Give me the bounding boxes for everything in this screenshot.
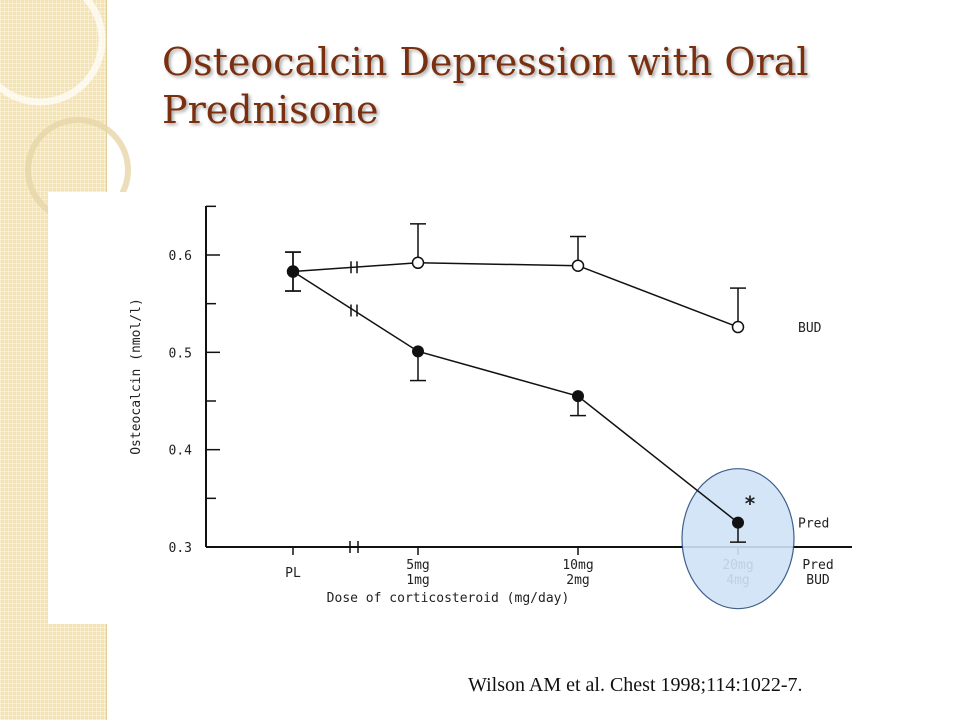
x-tick-label-1-top: 5mg — [406, 558, 429, 573]
series-label-pred: Pred — [798, 517, 829, 532]
slide-title-line2: Prednisone — [162, 88, 379, 132]
point-bud-3 — [731, 320, 745, 334]
slide-title-line1: Osteocalcin Depression with Oral — [162, 40, 809, 84]
chart-panel: 0.3 0.4 0.5 0.6 Osteocalcin (nmol/l) PL 5mg 1mg… — [48, 192, 864, 624]
point-bud-2 — [571, 259, 585, 272]
series-label-bud: BUD — [798, 321, 822, 336]
point-pred-3 — [732, 516, 744, 529]
slide-title: Osteocalcin Depression with Oral Prednis… — [162, 38, 862, 134]
x-tick-label-0: PL — [285, 566, 301, 581]
series-line-pred — [292, 270, 739, 524]
x-legend-label-bud: BUD — [806, 573, 830, 588]
point-pred-0 — [287, 265, 299, 278]
significance-asterisk: * — [744, 492, 756, 516]
y-tick-label-3: 0.6 — [169, 249, 192, 264]
y-tick-label-1: 0.4 — [169, 444, 193, 459]
x-tick-label-2-bottom: 2mg — [566, 573, 589, 588]
point-bud-1 — [411, 256, 425, 270]
x-tick-label-2-top: 10mg — [562, 558, 593, 573]
x-tick-label-1-bottom: 1mg — [406, 573, 429, 588]
series-line-bud — [292, 262, 739, 328]
osteocalcin-chart: 0.3 0.4 0.5 0.6 Osteocalcin (nmol/l) PL 5mg1mg… — [129, 205, 852, 610]
point-pred-1 — [412, 345, 424, 358]
y-tick-label-0: 0.3 — [169, 541, 192, 556]
point-pred-2 — [572, 390, 584, 403]
y-axis-label: Osteocalcin (nmol/l) — [129, 298, 144, 455]
x-axis-label: Dose of corticosteroid (mg/day) — [327, 591, 570, 606]
x-legend-label-pred: Pred — [802, 558, 833, 573]
y-tick-label-2: 0.5 — [169, 346, 192, 361]
citation: Wilson AM et al. Chest 1998;114:1022-7. — [468, 674, 803, 696]
